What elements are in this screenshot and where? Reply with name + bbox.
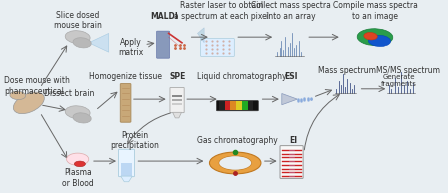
Ellipse shape [357,29,393,46]
Ellipse shape [74,161,86,167]
Bar [219,101,224,110]
Bar [230,101,236,110]
Ellipse shape [364,32,377,40]
Text: MALDI: MALDI [151,12,178,21]
Ellipse shape [10,91,26,100]
Ellipse shape [73,38,91,48]
Bar [121,163,132,176]
Text: Slice dosed
mouse brain: Slice dosed mouse brain [54,11,102,30]
FancyBboxPatch shape [201,38,234,57]
Text: Compile mass spectra
to an image: Compile mass spectra to an image [332,1,418,21]
Ellipse shape [65,106,90,119]
Bar [236,101,242,110]
Text: Raster laser to obtain
a spectrum at each pixel: Raster laser to obtain a spectrum at eac… [174,1,269,21]
Polygon shape [89,33,109,52]
Polygon shape [172,112,181,118]
Bar [172,95,182,97]
Polygon shape [198,28,204,43]
Ellipse shape [368,35,391,47]
Text: MS/MS spectrum: MS/MS spectrum [376,66,440,75]
Bar [172,99,182,101]
FancyBboxPatch shape [118,149,134,177]
Text: Mass spectrum: Mass spectrum [319,66,376,75]
FancyBboxPatch shape [280,146,303,178]
Text: Collect mass spectra
into an array: Collect mass spectra into an array [251,1,331,21]
FancyBboxPatch shape [120,84,131,122]
Ellipse shape [65,31,90,44]
Text: EI: EI [289,136,297,145]
Circle shape [219,156,251,170]
Polygon shape [282,93,297,105]
Text: Protein
precipitation: Protein precipitation [110,131,159,150]
FancyBboxPatch shape [216,101,258,111]
Text: SPE: SPE [169,72,186,81]
Bar [172,102,182,105]
Ellipse shape [13,92,44,114]
Text: Apply
matrix: Apply matrix [118,38,143,57]
Bar [242,101,248,110]
Bar [248,101,254,110]
Bar [224,101,230,110]
FancyBboxPatch shape [157,31,169,58]
FancyBboxPatch shape [170,87,184,113]
Text: Plasma
or Blood: Plasma or Blood [62,168,94,188]
Text: Dose mouse with
pharmaceutical: Dose mouse with pharmaceutical [4,76,70,96]
Text: Gas chromatography: Gas chromatography [197,136,278,145]
Ellipse shape [73,113,91,123]
Ellipse shape [67,153,89,165]
Text: Dissect brain: Dissect brain [43,89,94,98]
Text: Generate
fragments: Generate fragments [380,74,417,87]
Text: Liquid chromatography: Liquid chromatography [197,72,287,81]
Text: Homogenize tissue: Homogenize tissue [89,72,162,81]
Polygon shape [121,176,132,182]
Text: ESI: ESI [284,72,297,81]
